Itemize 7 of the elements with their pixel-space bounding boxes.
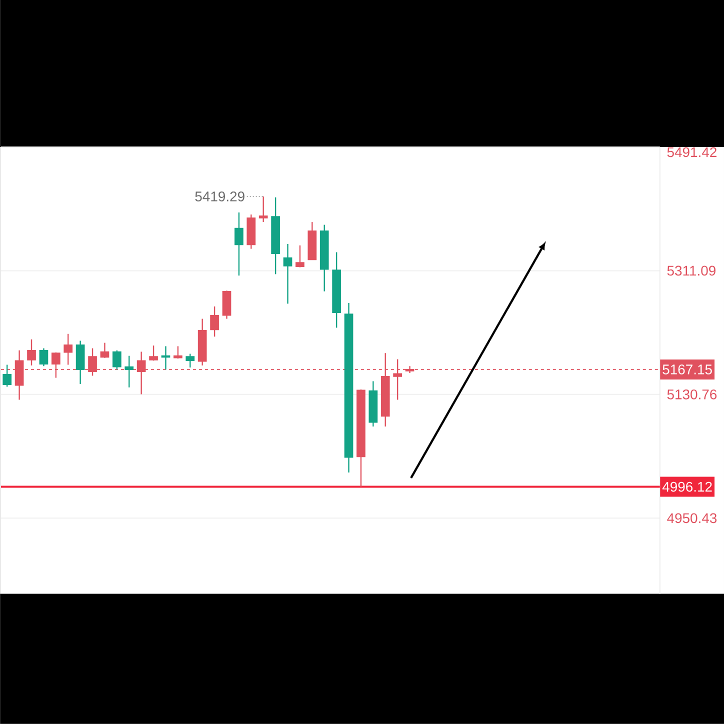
ref-line-label: 5167.15 [662, 364, 712, 374]
y-tick-label: 5130.76 [667, 390, 717, 400]
annotation: 5419.29 [195, 192, 244, 202]
y-tick-label: 4950.43 [667, 513, 717, 524]
ref-line-label: 4996.12 [662, 482, 712, 492]
y-tick-label: 5491.42 [667, 147, 716, 158]
y-tick-label: 5311.09 [667, 266, 716, 276]
